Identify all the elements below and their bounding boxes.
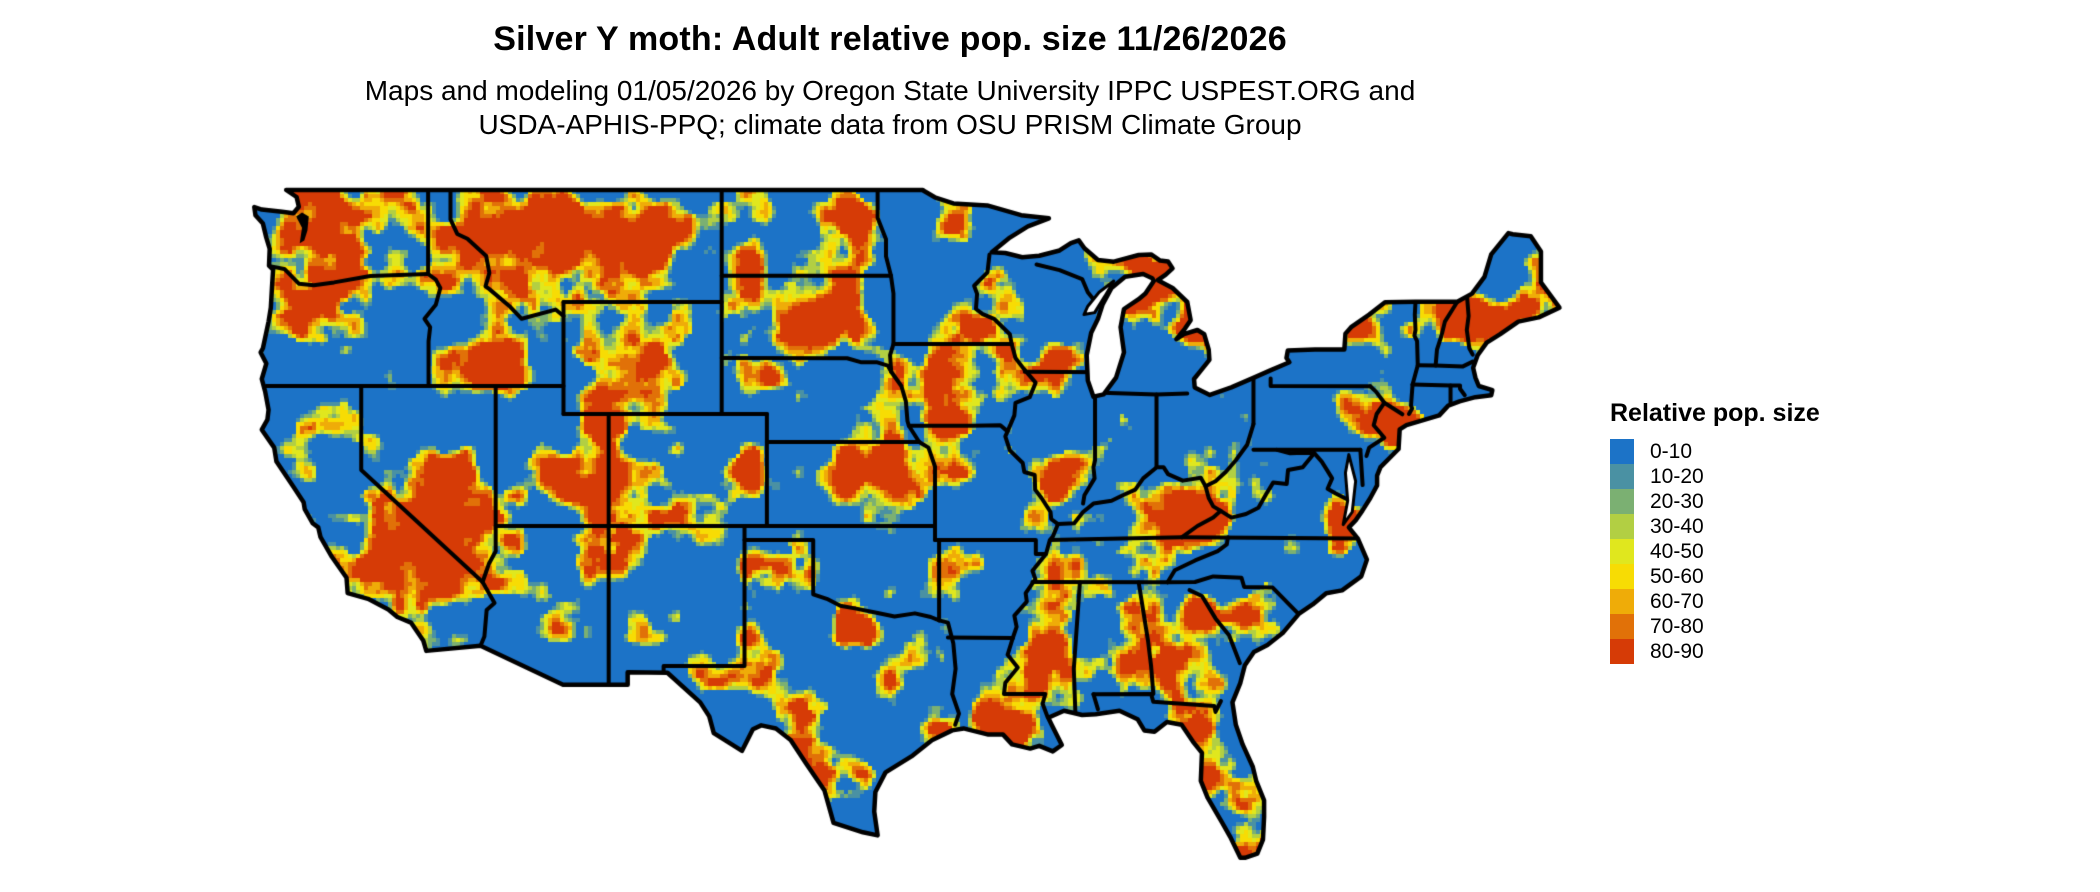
map-legend: Relative pop. size 0-10 10-20 20-30 30-40 40… [1610, 399, 1820, 664]
legend-entries: 0-10 10-20 20-30 30-40 40-50 50-60 60-70 70-80 8… [1610, 439, 1820, 664]
legend-label: 40-50 [1650, 540, 1704, 563]
legend-swatch [1610, 614, 1634, 639]
legend-entry: 10-20 [1610, 464, 1820, 489]
legend-swatch [1610, 639, 1634, 664]
subtitle-line-2: USDA-APHIS-PPQ; climate data from OSU PR… [478, 109, 1302, 140]
legend-label: 70-80 [1650, 615, 1704, 638]
legend-label: 20-30 [1650, 490, 1704, 513]
legend-swatch [1610, 589, 1634, 614]
legend-entry: 30-40 [1610, 514, 1820, 539]
legend-entry: 20-30 [1610, 489, 1820, 514]
legend-swatch [1610, 564, 1634, 589]
legend-label: 30-40 [1650, 515, 1704, 538]
legend-swatch [1610, 439, 1634, 464]
legend-swatch [1610, 539, 1634, 564]
legend-title: Relative pop. size [1610, 399, 1820, 427]
legend-swatch [1610, 489, 1634, 514]
legend-label: 0-10 [1650, 440, 1693, 463]
legend-entry: 0-10 [1610, 439, 1820, 464]
legend-entry: 60-70 [1610, 589, 1820, 614]
map-subtitle: Maps and modeling 01/05/2026 by Oregon S… [0, 74, 1780, 142]
legend-label: 60-70 [1650, 590, 1704, 613]
subtitle-line-1: Maps and modeling 01/05/2026 by Oregon S… [364, 75, 1416, 106]
legend-entry: 50-60 [1610, 564, 1820, 589]
legend-entry: 80-90 [1610, 639, 1820, 664]
legend-label: 10-20 [1650, 465, 1704, 488]
us-map-area [200, 170, 1600, 890]
us-population-raster-map [200, 170, 1600, 890]
legend-swatch [1610, 464, 1634, 489]
page-title: Silver Y moth: Adult relative pop. size … [493, 20, 1287, 58]
legend-label: 80-90 [1650, 640, 1704, 663]
legend-entry: 40-50 [1610, 539, 1820, 564]
legend-swatch [1610, 514, 1634, 539]
legend-entry: 70-80 [1610, 614, 1820, 639]
legend-label: 50-60 [1650, 565, 1704, 588]
